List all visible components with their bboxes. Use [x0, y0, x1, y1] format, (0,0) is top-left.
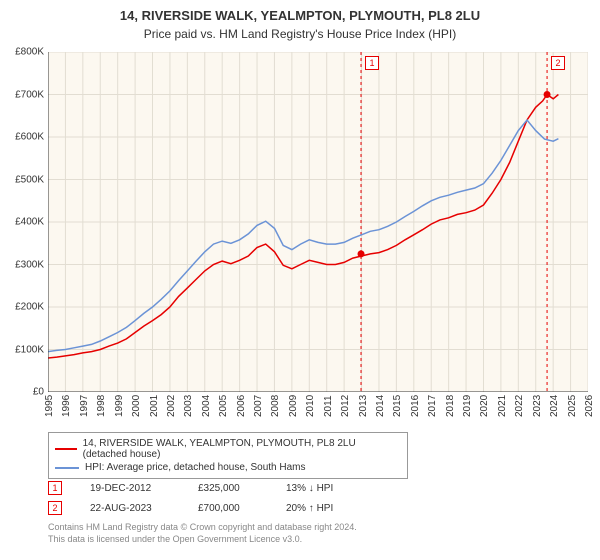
x-tick-label: 2005	[218, 395, 229, 417]
footer-attribution: Contains HM Land Registry data © Crown c…	[48, 522, 357, 545]
y-tick-label: £700K	[2, 89, 44, 100]
sale-hpi-relative: 13% ↓ HPI	[286, 483, 366, 494]
sale-price: £700,000	[198, 503, 258, 514]
sale-price: £325,000	[198, 483, 258, 494]
legend-swatch-icon	[55, 467, 79, 469]
x-tick-label: 1998	[96, 395, 107, 417]
x-tick-label: 2022	[514, 395, 525, 417]
legend: 14, RIVERSIDE WALK, YEALMPTON, PLYMOUTH,…	[48, 432, 408, 479]
chart-container: 14, RIVERSIDE WALK, YEALMPTON, PLYMOUTH,…	[0, 0, 600, 560]
x-tick-label: 1997	[79, 395, 90, 417]
x-tick-label: 2013	[358, 395, 369, 417]
x-tick-label: 1996	[61, 395, 72, 417]
sale-marker-icon: 1	[365, 56, 379, 70]
x-tick-label: 2000	[131, 395, 142, 417]
x-tick-label: 2002	[166, 395, 177, 417]
y-tick-label: £400K	[2, 217, 44, 228]
x-tick-label: 2009	[288, 395, 299, 417]
sale-row: 1 19-DEC-2012 £325,000 13% ↓ HPI	[48, 478, 366, 498]
plot-svg	[48, 52, 588, 392]
y-tick-label: £800K	[2, 47, 44, 58]
x-tick-label: 2015	[392, 395, 403, 417]
legend-item: 14, RIVERSIDE WALK, YEALMPTON, PLYMOUTH,…	[55, 437, 401, 461]
x-tick-label: 2023	[532, 395, 543, 417]
sales-table: 1 19-DEC-2012 £325,000 13% ↓ HPI 2 22-AUG-202…	[48, 478, 366, 518]
sale-marker-icon: 2	[551, 56, 565, 70]
x-tick-label: 2008	[270, 395, 281, 417]
footer-line-2: This data is licensed under the Open Gov…	[48, 534, 357, 546]
x-tick-label: 2011	[323, 395, 334, 417]
x-tick-label: 2007	[253, 395, 264, 417]
x-tick-label: 2018	[445, 395, 456, 417]
y-tick-label: £200K	[2, 302, 44, 313]
sale-hpi-relative: 20% ↑ HPI	[286, 503, 366, 514]
sale-row: 2 22-AUG-2023 £700,000 20% ↑ HPI	[48, 498, 366, 518]
x-tick-label: 2019	[462, 395, 473, 417]
x-tick-label: 2014	[375, 395, 386, 417]
y-tick-label: £100K	[2, 344, 44, 355]
chart-area: £0£100K£200K£300K£400K£500K£600K£700K£80…	[48, 52, 588, 392]
sale-date: 22-AUG-2023	[90, 503, 170, 514]
x-tick-label: 1995	[44, 395, 55, 417]
x-tick-label: 1999	[114, 395, 125, 417]
y-tick-label: £500K	[2, 174, 44, 185]
x-tick-label: 2003	[183, 395, 194, 417]
chart-title: 14, RIVERSIDE WALK, YEALMPTON, PLYMOUTH,…	[0, 0, 600, 23]
sale-marker-icon: 2	[48, 501, 62, 515]
x-tick-label: 2010	[305, 395, 316, 417]
legend-label: 14, RIVERSIDE WALK, YEALMPTON, PLYMOUTH,…	[83, 438, 401, 460]
x-tick-label: 2024	[549, 395, 560, 417]
x-tick-label: 2016	[410, 395, 421, 417]
chart-subtitle: Price paid vs. HM Land Registry's House …	[0, 23, 600, 51]
x-tick-label: 2025	[567, 395, 578, 417]
x-tick-label: 2004	[201, 395, 212, 417]
footer-line-1: Contains HM Land Registry data © Crown c…	[48, 522, 357, 534]
x-tick-label: 2026	[584, 395, 595, 417]
y-tick-label: £0	[2, 387, 44, 398]
sale-date: 19-DEC-2012	[90, 483, 170, 494]
y-tick-label: £600K	[2, 132, 44, 143]
x-tick-label: 2021	[497, 395, 508, 417]
legend-swatch-icon	[55, 448, 77, 450]
sale-marker-icon: 1	[48, 481, 62, 495]
x-tick-label: 2020	[479, 395, 490, 417]
legend-item: HPI: Average price, detached house, Sout…	[55, 461, 401, 474]
y-tick-label: £300K	[2, 259, 44, 270]
x-tick-label: 2017	[427, 395, 438, 417]
x-tick-label: 2012	[340, 395, 351, 417]
x-tick-label: 2001	[149, 395, 160, 417]
legend-label: HPI: Average price, detached house, Sout…	[85, 462, 306, 473]
x-tick-label: 2006	[236, 395, 247, 417]
